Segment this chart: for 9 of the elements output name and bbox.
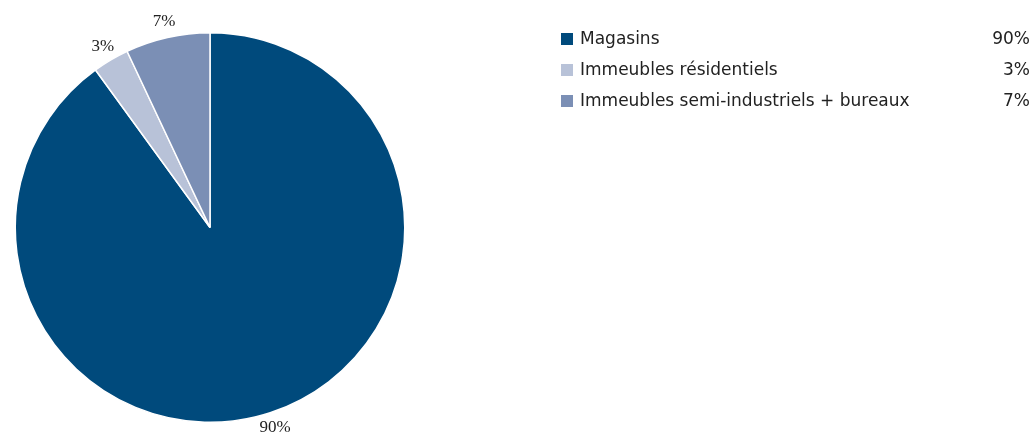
text: 3% (1003, 59, 1030, 79)
data-label: 3% (91, 35, 115, 55)
legend-label: Immeubles résidentiels (579, 58, 778, 81)
data-label: 90% (259, 417, 291, 437)
legend-label: Magasins (579, 27, 660, 50)
text: 7% (1003, 90, 1030, 110)
data-label: 7% (152, 11, 176, 31)
text: 90% (992, 28, 1030, 48)
legend-label: Immeubles semi-industriels + bureaux (579, 89, 910, 112)
